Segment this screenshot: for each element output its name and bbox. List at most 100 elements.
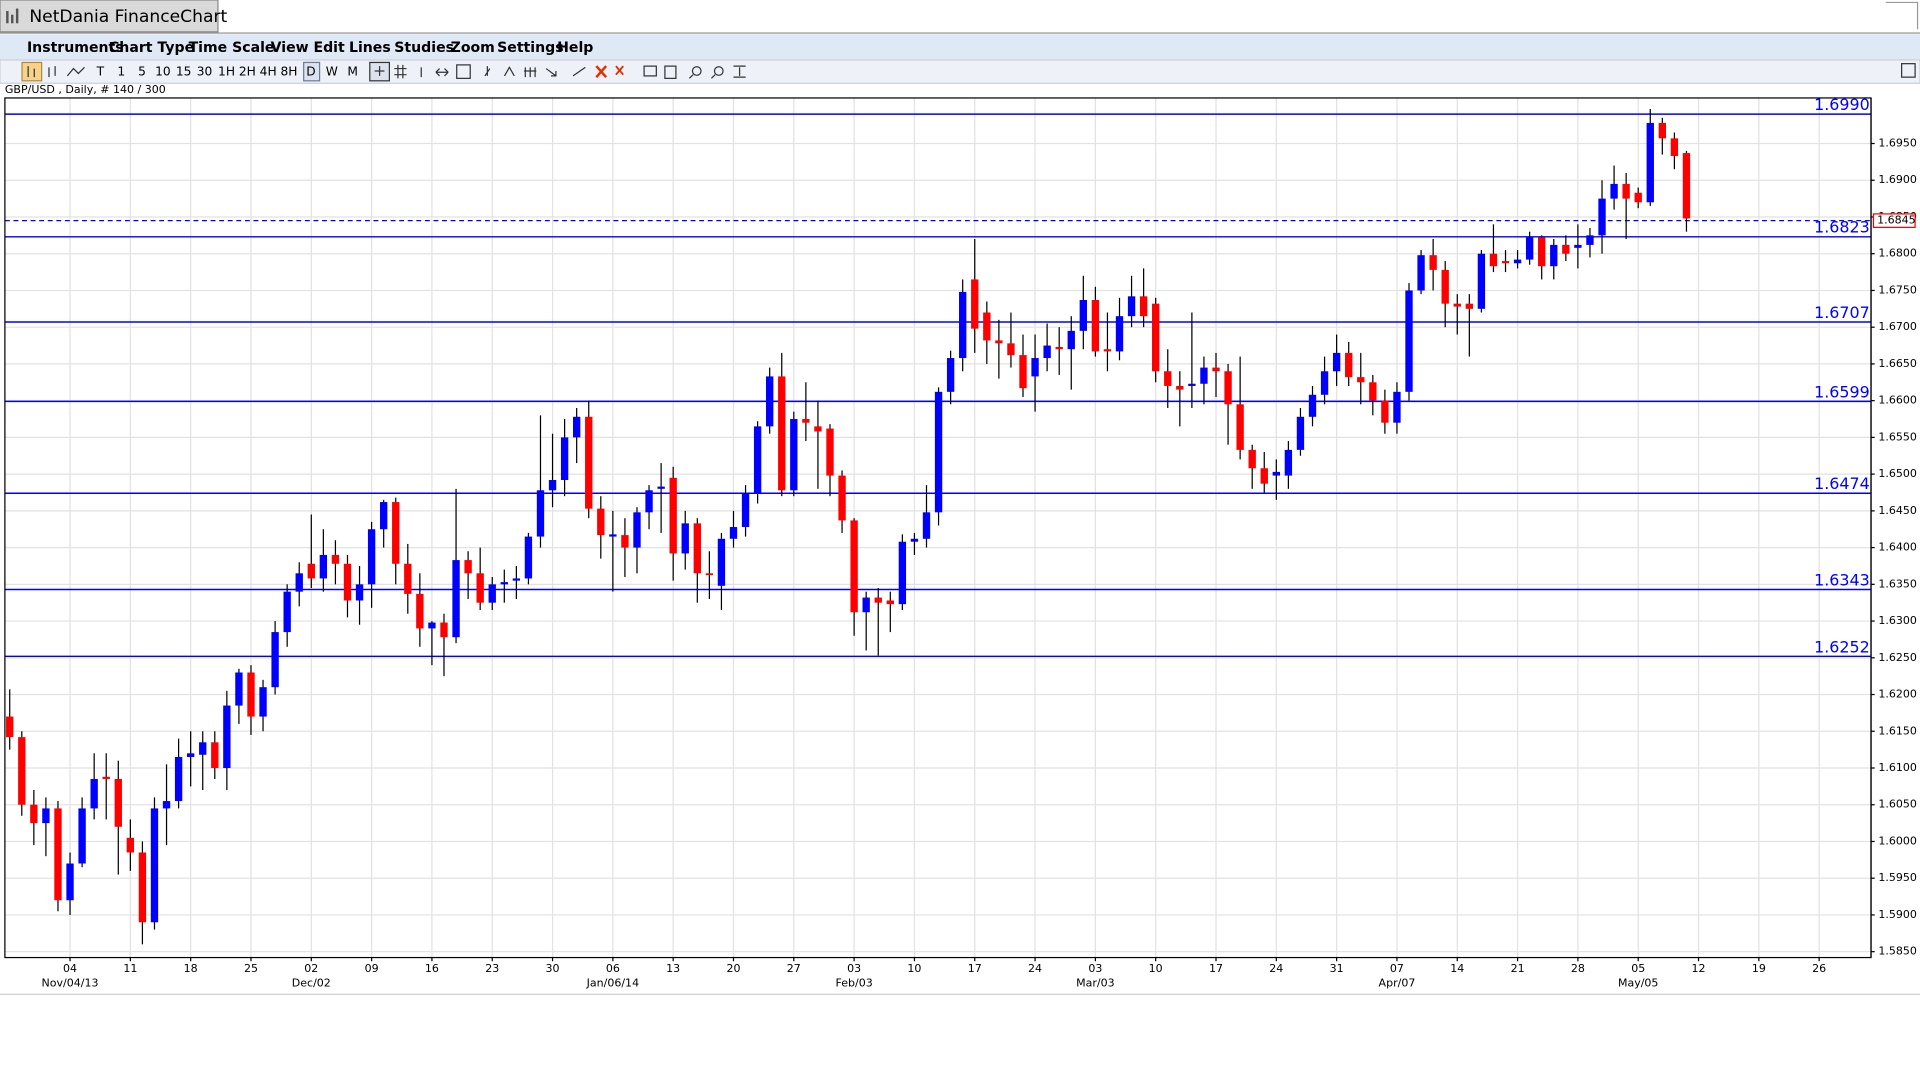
y-tick-label: 1.6300 xyxy=(1878,614,1917,627)
interval-button[interactable]: 1 xyxy=(117,65,125,79)
candle-body xyxy=(1525,237,1534,260)
interval-button[interactable]: 2H xyxy=(239,65,256,79)
candle-body xyxy=(464,560,472,574)
x-tick-label: 31 xyxy=(1330,962,1344,975)
candle-body xyxy=(1332,352,1341,372)
chart-subtitle: GBP/USD , Daily, # 140 / 300 xyxy=(5,83,166,96)
candle-body xyxy=(1453,303,1461,307)
candles xyxy=(6,108,1691,945)
candle-body xyxy=(1127,296,1136,317)
candle-body xyxy=(862,597,870,613)
y-tick-label: 1.6550 xyxy=(1878,430,1917,443)
interval-button[interactable]: 10 xyxy=(155,65,171,79)
candle-body xyxy=(1091,300,1100,352)
interval-button[interactable]: T xyxy=(96,65,105,79)
candle-body xyxy=(1164,371,1172,386)
y-tick-label: 1.6200 xyxy=(1878,688,1917,701)
candle-body xyxy=(1272,471,1280,476)
candle-body xyxy=(6,716,14,738)
candle-body xyxy=(645,490,653,513)
candle-body xyxy=(1007,343,1015,356)
candle-body xyxy=(548,480,557,491)
y-tick-label: 1.6250 xyxy=(1878,651,1917,664)
interval-button[interactable]: 30 xyxy=(197,65,213,79)
menu-item[interactable]: Instruments xyxy=(27,40,124,56)
menu-item[interactable]: Help xyxy=(557,40,593,56)
x-tick-label: 06 xyxy=(606,962,620,975)
interval-button[interactable]: 5 xyxy=(138,65,146,79)
x-tick-label: 28 xyxy=(1571,962,1585,975)
x-tick-label: 24 xyxy=(1028,962,1042,975)
y-tick-label: 1.6150 xyxy=(1878,724,1917,737)
menu-item[interactable]: Chart Type xyxy=(109,40,194,56)
interval-button[interactable]: D xyxy=(306,65,315,79)
menu-item[interactable]: Studies xyxy=(394,40,454,56)
window-corner xyxy=(1885,1,1919,30)
y-tick-label: 1.5950 xyxy=(1878,871,1917,884)
candle-body xyxy=(18,737,26,805)
candle-body xyxy=(886,600,894,605)
candle-body xyxy=(54,808,62,901)
candle-body xyxy=(30,804,38,824)
candle-body xyxy=(1501,261,1510,264)
x-tick-label: 03 xyxy=(1088,962,1102,975)
menu-item[interactable]: Settings xyxy=(497,40,563,56)
toolbar-icons xyxy=(21,61,1916,82)
candle-body xyxy=(66,863,74,901)
candle-body xyxy=(1357,377,1365,383)
interval-button[interactable]: 4H xyxy=(260,65,277,79)
candle-body xyxy=(1646,122,1654,203)
x-date-label: Jan/06/14 xyxy=(586,976,639,989)
candle-body xyxy=(1139,296,1148,317)
x-date-label: May/05 xyxy=(1618,976,1659,989)
x-tick-label: 04 xyxy=(63,962,77,975)
candle-body xyxy=(452,560,460,638)
candle-body xyxy=(838,475,846,521)
candle-body xyxy=(78,808,86,864)
interval-button[interactable]: 8H xyxy=(280,65,297,79)
candle-body xyxy=(90,779,98,809)
candle-body xyxy=(500,582,508,585)
plot-area xyxy=(4,97,1872,958)
candle-body xyxy=(826,428,834,476)
candle-body xyxy=(1429,255,1437,270)
candle-body xyxy=(1284,449,1293,476)
x-tick-label: 18 xyxy=(184,962,198,975)
candle-body xyxy=(874,597,882,603)
candle-body xyxy=(585,416,593,509)
candle-body xyxy=(114,779,122,827)
toolbar-items: T 1 5 10 15 30 1H 2H 4H 8H D W M xyxy=(96,65,358,79)
menu-bar xyxy=(0,34,1920,60)
candle-body xyxy=(778,376,786,491)
candle-body xyxy=(1369,382,1377,401)
candle-body xyxy=(404,563,412,594)
candle-body xyxy=(343,563,352,601)
x-date-label: Apr/07 xyxy=(1379,976,1416,989)
menu-item[interactable]: View xyxy=(271,40,309,56)
candle-body xyxy=(162,801,171,809)
candle-body xyxy=(247,672,255,717)
candle-body xyxy=(1055,347,1063,350)
x-date-label: Feb/03 xyxy=(836,976,873,989)
candle-body xyxy=(392,502,400,564)
menu-item[interactable]: Time Scale xyxy=(189,40,275,56)
candle-body xyxy=(1550,244,1558,267)
candle-body xyxy=(42,808,50,824)
menu-item[interactable]: Lines xyxy=(349,40,391,56)
y-tick-label: 1.6450 xyxy=(1878,504,1917,517)
candle-body xyxy=(138,852,147,923)
candle-body xyxy=(946,358,955,392)
candle-body xyxy=(355,584,364,601)
interval-button[interactable]: 1H xyxy=(218,65,235,79)
candle-body xyxy=(223,705,231,768)
interval-button[interactable]: W xyxy=(326,65,338,79)
interval-button[interactable]: M xyxy=(347,65,358,79)
interval-button[interactable]: 15 xyxy=(176,65,192,79)
menu-item[interactable]: Zoom xyxy=(451,40,495,56)
menu-item[interactable]: Edit xyxy=(313,40,345,56)
x-tick-label: 21 xyxy=(1511,962,1525,975)
candle-body xyxy=(1031,358,1039,377)
x-tick-label: 09 xyxy=(365,962,379,975)
x-tick-label: 20 xyxy=(726,962,740,975)
